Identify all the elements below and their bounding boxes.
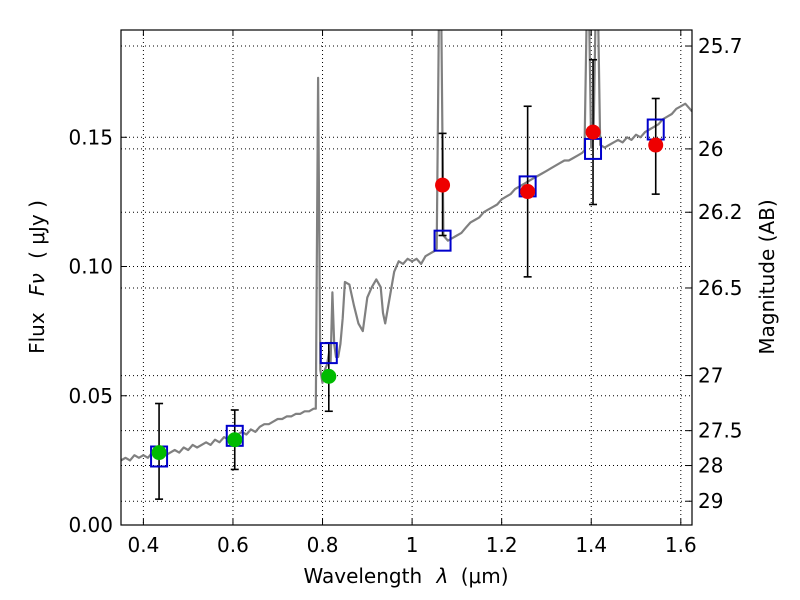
observed-flux-green-point: [321, 368, 337, 384]
observed-flux-red-point: [520, 184, 536, 200]
observed-flux-red-point: [648, 137, 664, 153]
observed-flux-green-point: [227, 432, 243, 448]
axis-ticks: 0.4 0.6 0.8 1 1.2 1.4 1.6 0.00 0.05 0.10 0.15 25.7 2…: [68, 30, 743, 557]
y-axis-label-symbol: Fν: [25, 273, 49, 296]
x-axis-label-text: Wavelength: [303, 564, 422, 588]
model-box-marker: [319, 342, 338, 365]
spectrum-series: [121, 30, 692, 462]
x-tick-label: 0.4: [127, 533, 159, 557]
y2-tick-label: 27: [698, 364, 723, 388]
y-tick-label: 0.00: [68, 513, 113, 537]
x-tick-label: 1.2: [486, 533, 518, 557]
y-tick-label: 0.10: [68, 255, 113, 279]
y-tick-label: 0.15: [68, 125, 113, 149]
x-axis-label: Wavelength λ (μm): [303, 564, 508, 588]
model-box-marker: [433, 229, 452, 252]
y-axis-label-unit: ( μJy ): [25, 200, 49, 259]
spectrum-line: [121, 30, 692, 462]
y2-tick-label: 26.5: [698, 276, 743, 300]
observed-flux-red-point: [585, 124, 601, 140]
y2-tick-label: 26: [698, 137, 723, 161]
x-tick-label: 1: [406, 533, 419, 557]
model-box-series: [150, 118, 665, 468]
y-tick-label: 0.05: [68, 384, 113, 408]
grid-lines: [121, 30, 692, 526]
y2-axis-label: Magnitude (AB): [755, 199, 779, 354]
x-tick-label: 0.8: [307, 533, 339, 557]
y2-tick-label: 27.5: [698, 419, 743, 443]
observed-flux-green-point: [151, 445, 167, 461]
y2-tick-label: 29: [698, 489, 723, 513]
y2-tick-label: 28: [698, 454, 723, 478]
observed-flux-red-point: [435, 177, 451, 193]
x-axis-label-unit: (μm): [461, 564, 509, 588]
plot-frame: [120, 29, 693, 526]
y2-tick-label: 25.7: [698, 34, 743, 58]
x-axis-label-symbol: λ: [436, 564, 449, 588]
y-axis-label: Flux Fν ( μJy ): [25, 200, 49, 354]
y-axis-label-text: Flux: [25, 312, 49, 354]
x-tick-label: 0.6: [217, 533, 249, 557]
x-tick-label: 1.4: [575, 533, 607, 557]
observed-point-series: [151, 124, 664, 461]
y2-tick-label: 26.2: [698, 200, 743, 224]
x-tick-label: 1.6: [665, 533, 697, 557]
